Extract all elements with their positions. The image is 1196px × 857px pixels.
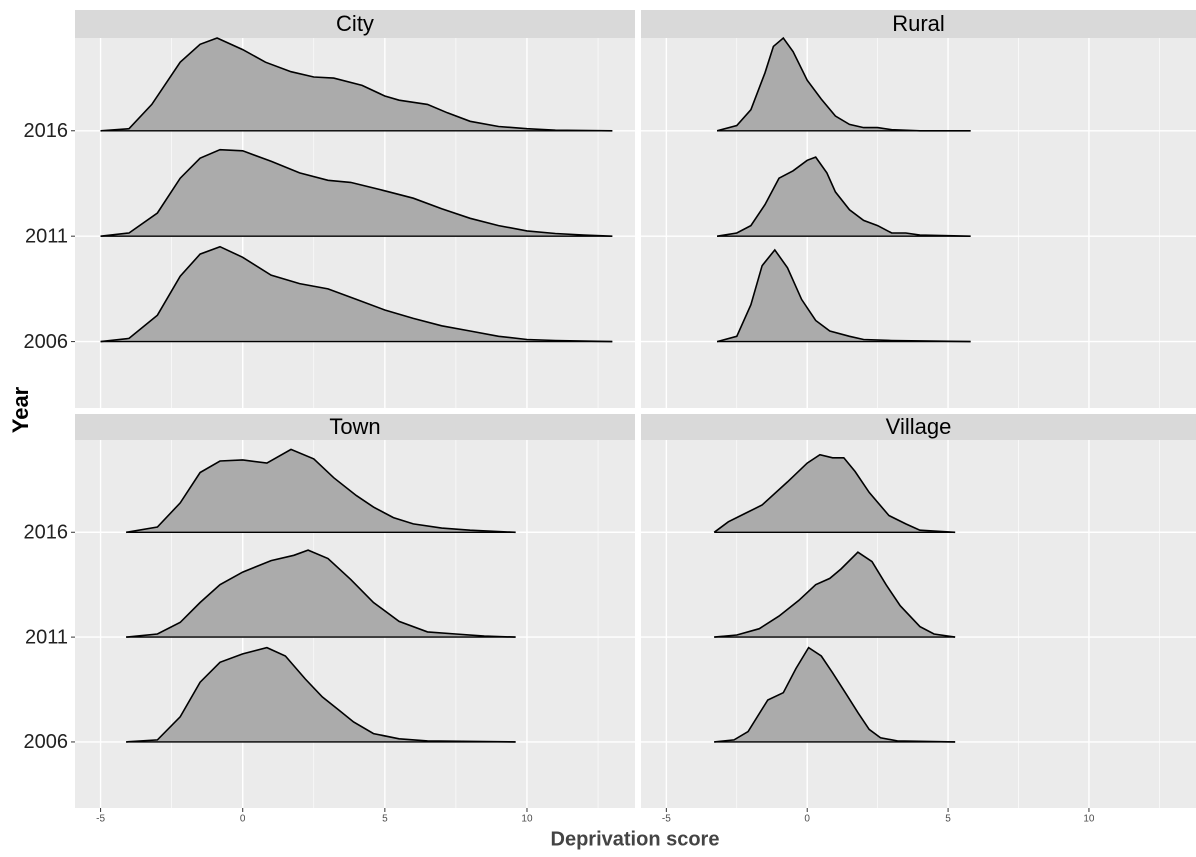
x-tick-label: 10 <box>521 814 533 825</box>
ridge-line <box>126 646 516 743</box>
ridge-line <box>100 148 613 237</box>
ridge-area <box>714 647 956 742</box>
ridge-area <box>717 157 971 237</box>
strip-background <box>641 414 1196 440</box>
ridge-area <box>100 246 613 342</box>
y-tick-label: 2016 <box>24 522 69 544</box>
ridge-area <box>126 449 516 533</box>
strip-title: Rural <box>892 11 945 36</box>
ridge-line <box>716 36 971 132</box>
ridge-line <box>714 646 956 743</box>
ridge-area <box>717 249 971 342</box>
ridge-area <box>126 550 516 638</box>
y-tick-label: 2006 <box>24 731 69 753</box>
y-axis-title: Year <box>8 386 33 433</box>
ridge-line <box>716 248 971 343</box>
x-tick-label: 5 <box>945 814 951 825</box>
x-tick-label: -5 <box>96 814 105 825</box>
ridge-area <box>100 149 613 237</box>
ridge-area <box>126 647 516 742</box>
ridge-area <box>714 454 956 533</box>
y-tick-label: 2016 <box>24 120 69 142</box>
x-tick-label: 0 <box>804 814 810 825</box>
strip-background <box>75 10 635 38</box>
strip-background <box>75 414 635 440</box>
ridge-area <box>717 38 971 131</box>
y-tick-label: 2011 <box>25 626 68 648</box>
x-tick-label: -5 <box>662 814 671 825</box>
strip-title: Village <box>886 414 952 439</box>
panel-background <box>641 38 1196 408</box>
ridge-line <box>100 37 613 132</box>
ridge-line <box>126 549 516 638</box>
strip-title: Town <box>329 414 380 439</box>
ridge-area <box>714 552 956 638</box>
ridge-line <box>100 245 613 343</box>
x-tick-label: 10 <box>1083 814 1095 825</box>
ridge-line <box>714 551 956 638</box>
x-axis-title: Deprivation score <box>551 828 720 850</box>
ridge-line <box>716 156 971 237</box>
strip-title: City <box>336 11 374 36</box>
strip-background <box>641 10 1196 38</box>
y-tick-label: 2006 <box>24 331 69 353</box>
ridge-line <box>126 448 516 534</box>
y-tick-label: 2011 <box>25 225 68 247</box>
ridge-line <box>713 453 956 534</box>
x-tick-label: 0 <box>240 814 246 825</box>
x-tick-label: 5 <box>382 814 388 825</box>
